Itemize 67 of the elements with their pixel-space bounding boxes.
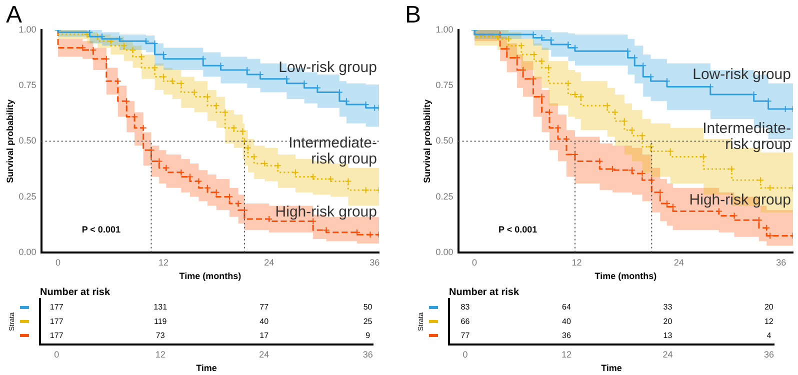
x-tick-label: 0 bbox=[56, 257, 61, 268]
y-tick-label: 0.25 bbox=[436, 191, 454, 202]
x-tick-label: 24 bbox=[259, 349, 270, 360]
data-label: 13 bbox=[663, 331, 673, 340]
data-label: 33 bbox=[663, 302, 673, 312]
y-tick-label: 0.75 bbox=[436, 80, 454, 90]
y-tick-label: 0.50 bbox=[18, 136, 36, 146]
annotation: P < 0.001 bbox=[498, 224, 538, 235]
data-label: 50 bbox=[363, 302, 373, 312]
y-axis-title: Survival probability bbox=[422, 99, 432, 183]
x-tick-label: 0 bbox=[462, 349, 468, 360]
y-tick-label: 1.00 bbox=[436, 24, 454, 34]
x-tick-label: 12 bbox=[561, 349, 572, 360]
x-tick-label: 12 bbox=[572, 257, 582, 268]
data-label: 73 bbox=[156, 331, 166, 340]
data-label: 177 bbox=[50, 331, 64, 340]
chart-title: Number at risk bbox=[449, 286, 520, 298]
data-label: 20 bbox=[764, 302, 774, 312]
data-label: 9 bbox=[366, 331, 371, 340]
data-label: 12 bbox=[764, 316, 774, 326]
x-tick-label: 0 bbox=[54, 349, 60, 360]
data-label: 36 bbox=[562, 331, 572, 340]
chart-title: B bbox=[405, 2, 422, 29]
data-label: 17 bbox=[260, 331, 270, 340]
x-tick-label: 24 bbox=[264, 257, 274, 268]
data-label: 64 bbox=[562, 302, 572, 312]
series-label: Low-risk group bbox=[278, 59, 377, 76]
x-tick-label: 0 bbox=[472, 257, 478, 268]
data-label: 20 bbox=[663, 316, 673, 326]
x-tick-label: 36 bbox=[776, 257, 786, 268]
y-tick-label: 0.75 bbox=[18, 80, 36, 90]
y-tick-label: 0.25 bbox=[18, 191, 36, 202]
x-tick-label: 12 bbox=[155, 349, 166, 360]
y-tick-label: 1.00 bbox=[18, 24, 36, 34]
y-tick-label: 0.50 bbox=[436, 136, 454, 146]
series-label: High-risk group bbox=[689, 191, 791, 208]
x-tick-label: 36 bbox=[370, 257, 380, 268]
x-tick-label: 24 bbox=[662, 349, 673, 360]
data-label: 40 bbox=[562, 316, 572, 326]
y-tick-label: 0.00 bbox=[18, 246, 36, 257]
annotation: P < 0.001 bbox=[82, 224, 120, 235]
x-axis-title: Time (months) bbox=[594, 271, 657, 282]
data-label: 40 bbox=[260, 316, 270, 326]
data-label: 4 bbox=[766, 331, 772, 340]
x-axis-title: Time bbox=[196, 363, 217, 374]
x-tick-label: 36 bbox=[362, 349, 373, 360]
data-label: 25 bbox=[363, 316, 373, 326]
data-label: 66 bbox=[460, 316, 470, 326]
series-label: Intermediate- risk group bbox=[702, 120, 792, 153]
chart-title: Number at risk bbox=[40, 286, 110, 298]
x-axis-title: Time bbox=[601, 363, 622, 374]
data-label: 83 bbox=[460, 302, 470, 312]
x-tick-label: 36 bbox=[764, 349, 774, 360]
x-tick-label: 24 bbox=[674, 257, 684, 268]
data-label: 77 bbox=[260, 302, 270, 312]
y-axis-title: Survival probability bbox=[4, 99, 15, 183]
y-tick-label: 0.00 bbox=[436, 246, 454, 257]
data-label: 77 bbox=[460, 331, 470, 340]
series-label: Low-risk group bbox=[692, 66, 791, 83]
series-label: Intermediate- risk group bbox=[288, 134, 378, 168]
data-label: 177 bbox=[50, 316, 64, 326]
x-axis-title: Time (months) bbox=[179, 271, 242, 282]
series-label: High-risk group bbox=[275, 204, 377, 221]
data-label: 119 bbox=[154, 316, 168, 326]
data-label: 177 bbox=[50, 302, 64, 312]
data-label: 131 bbox=[154, 302, 168, 312]
x-tick-label: 12 bbox=[158, 257, 169, 268]
